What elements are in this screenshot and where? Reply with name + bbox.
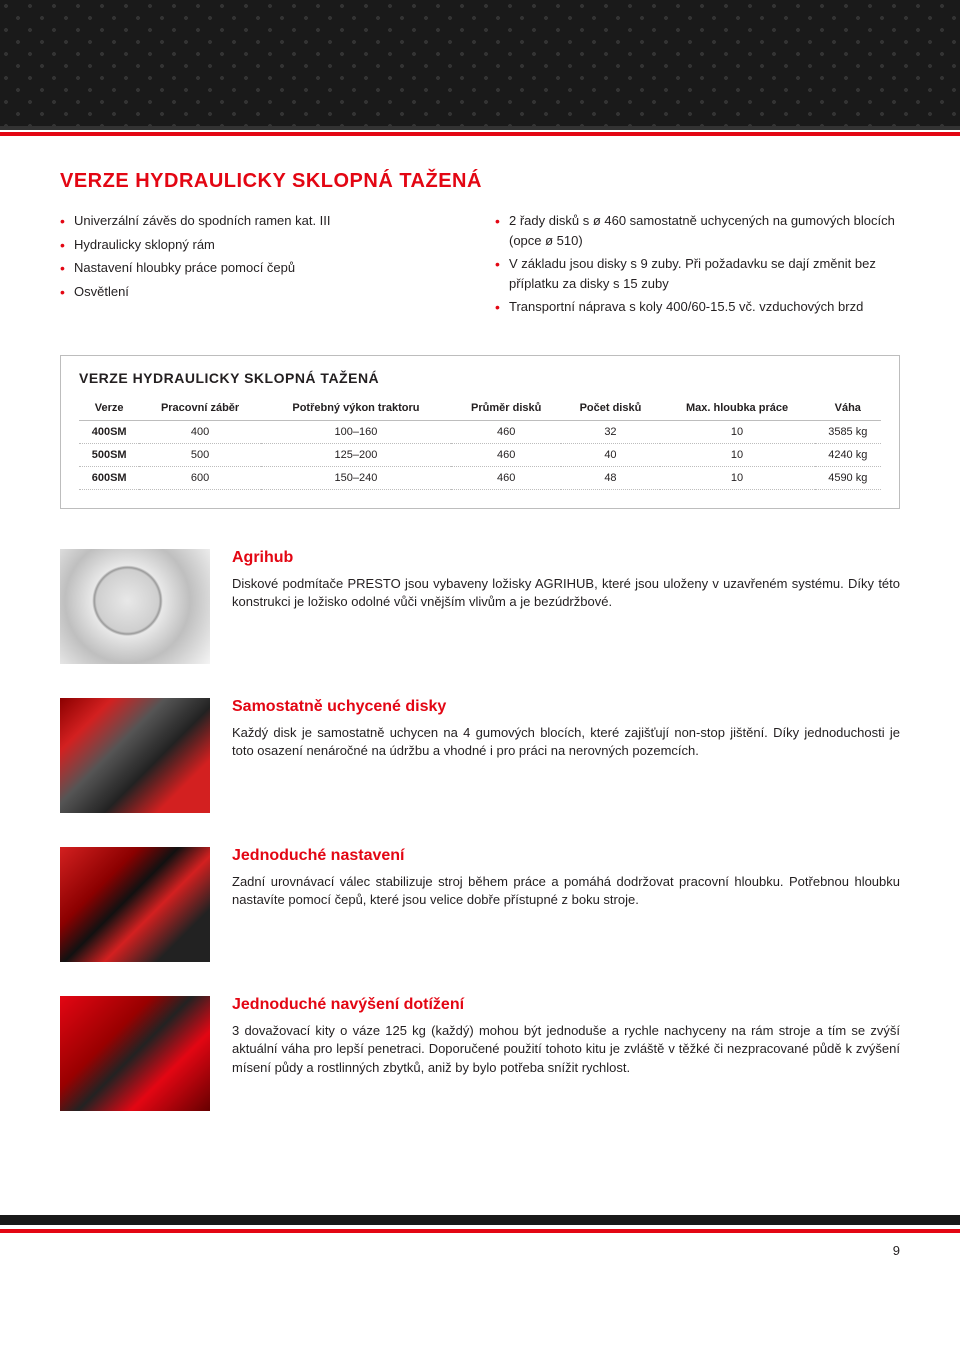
feature-body: Zadní urovnávací válec stabilizuje stroj… (232, 873, 900, 911)
feature-body: Každý disk je samostatně uchycen na 4 gu… (232, 724, 900, 762)
cell: 48 (561, 466, 659, 489)
page-number: 9 (0, 1233, 960, 1278)
cell-verze: 400SM (79, 420, 139, 443)
bar-black (0, 1215, 960, 1225)
feature-text: Agrihub Diskové podmítače PRESTO jsou vy… (232, 549, 900, 613)
cell: 10 (660, 443, 815, 466)
left-bullets: Univerzální závěs do spodních ramen kat.… (60, 211, 465, 301)
cell: 100–160 (261, 420, 451, 443)
cell: 460 (451, 443, 561, 466)
feature-title: Jednoduché nastavení (232, 847, 900, 865)
feature-image-agrihub (60, 549, 210, 664)
cell: 400 (139, 420, 260, 443)
th-prumer: Průměr disků (451, 396, 561, 421)
feature-title: Agrihub (232, 549, 900, 567)
feature-title: Jednoduché navýšení dotížení (232, 996, 900, 1014)
cell: 10 (660, 420, 815, 443)
feature-disky: Samostatně uchycené disky Každý disk je … (60, 698, 900, 813)
cell-verze: 500SM (79, 443, 139, 466)
bullet-item: V základu jsou disky s 9 zuby. Při požad… (495, 254, 900, 293)
cell: 32 (561, 420, 659, 443)
feature-text: Samostatně uchycené disky Každý disk je … (232, 698, 900, 762)
spec-table: Verze Pracovní záběr Potřebný výkon trak… (79, 396, 881, 490)
th-vykon: Potřebný výkon traktoru (261, 396, 451, 421)
cell: 40 (561, 443, 659, 466)
left-bullet-col: Univerzální závěs do spodních ramen kat.… (60, 211, 465, 321)
feature-image-nastaveni (60, 847, 210, 962)
th-zaber: Pracovní záběr (139, 396, 260, 421)
cell-verze: 600SM (79, 466, 139, 489)
th-verze: Verze (79, 396, 139, 421)
bullet-item: Nastavení hloubky práce pomocí čepů (60, 258, 465, 278)
bullet-item: Transportní náprava s koly 400/60-15.5 v… (495, 297, 900, 317)
th-pocet: Počet disků (561, 396, 659, 421)
th-vaha: Váha (815, 396, 881, 421)
table-title: VERZE HYDRAULICKY SKLOPNÁ TAŽENÁ (79, 370, 881, 386)
cell: 460 (451, 466, 561, 489)
bullet-item: Univerzální závěs do spodních ramen kat.… (60, 211, 465, 231)
feature-text: Jednoduché nastavení Zadní urovnávací vá… (232, 847, 900, 911)
table-row: 400SM 400 100–160 460 32 10 3585 kg (79, 420, 881, 443)
cell: 4590 kg (815, 466, 881, 489)
main-heading: VERZE HYDRAULICKY SKLOPNÁ TAŽENÁ (60, 170, 900, 193)
feature-image-dotizeni (60, 996, 210, 1111)
bullet-item: 2 řady disků s ø 460 samostatně uchycený… (495, 211, 900, 250)
table-row: 500SM 500 125–200 460 40 10 4240 kg (79, 443, 881, 466)
cell: 3585 kg (815, 420, 881, 443)
cell: 150–240 (261, 466, 451, 489)
feature-image-disky (60, 698, 210, 813)
bullet-item: Hydraulicky sklopný rám (60, 235, 465, 255)
spec-table-box: VERZE HYDRAULICKY SKLOPNÁ TAŽENÁ Verze P… (60, 355, 900, 509)
cell: 10 (660, 466, 815, 489)
cell: 600 (139, 466, 260, 489)
feature-text: Jednoduché navýšení dotížení 3 dovažovac… (232, 996, 900, 1079)
page-content: VERZE HYDRAULICKY SKLOPNÁ TAŽENÁ Univerz… (0, 130, 960, 1175)
feature-nastaveni: Jednoduché nastavení Zadní urovnávací vá… (60, 847, 900, 962)
cell: 500 (139, 443, 260, 466)
cell: 460 (451, 420, 561, 443)
table-row: 600SM 600 150–240 460 48 10 4590 kg (79, 466, 881, 489)
bullet-columns: Univerzální závěs do spodních ramen kat.… (60, 211, 900, 321)
feature-dotizeni: Jednoduché navýšení dotížení 3 dovažovac… (60, 996, 900, 1111)
cell: 125–200 (261, 443, 451, 466)
feature-body: Diskové podmítače PRESTO jsou vybaveny l… (232, 575, 900, 613)
feature-body: 3 dovažovací kity o váze 125 kg (každý) … (232, 1022, 900, 1079)
cell: 4240 kg (815, 443, 881, 466)
bottom-bars (0, 1215, 960, 1233)
bullet-item: Osvětlení (60, 282, 465, 302)
right-bullets: 2 řady disků s ø 460 samostatně uchycený… (495, 211, 900, 317)
feature-title: Samostatně uchycené disky (232, 698, 900, 716)
top-texture-banner (0, 0, 960, 130)
th-hloubka: Max. hloubka práce (660, 396, 815, 421)
right-bullet-col: 2 řady disků s ø 460 samostatně uchycený… (495, 211, 900, 321)
feature-agrihub: Agrihub Diskové podmítače PRESTO jsou vy… (60, 549, 900, 664)
